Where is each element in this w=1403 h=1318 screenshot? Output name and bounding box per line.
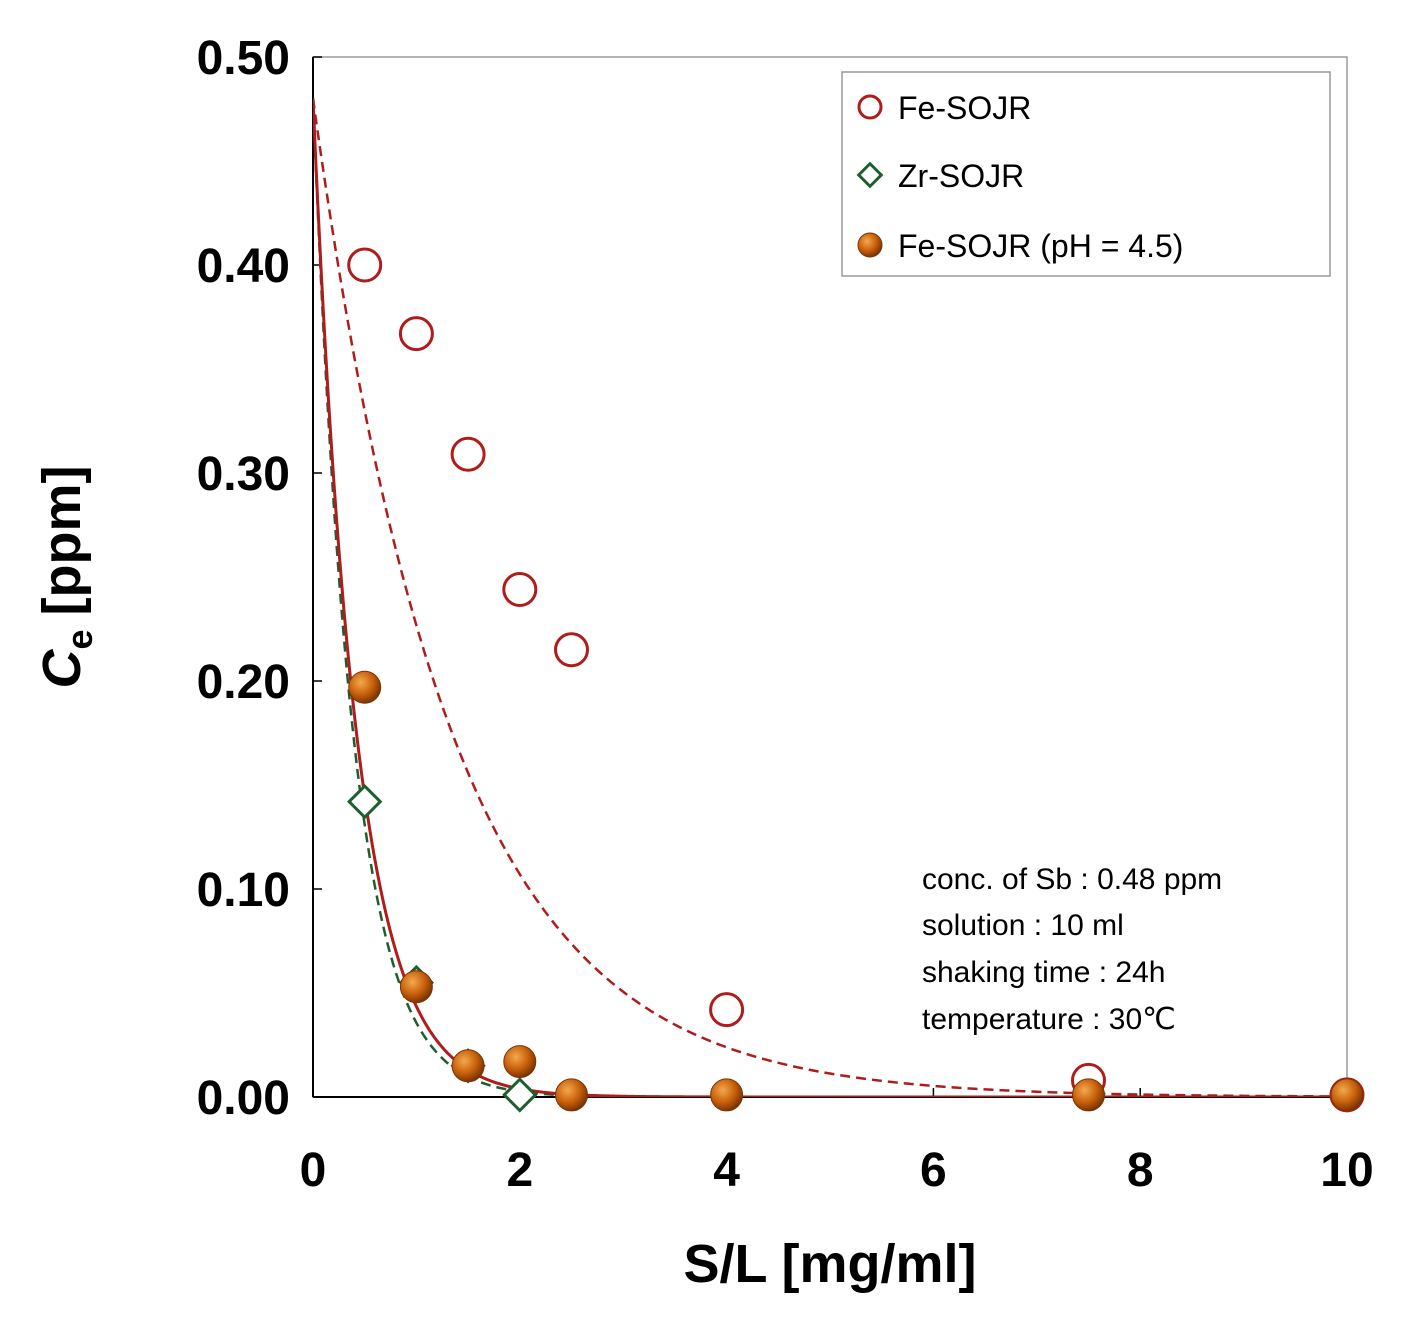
- legend-marker-open-diamond: [856, 161, 884, 189]
- data-point-fe-sojr: [398, 316, 434, 352]
- legend-label: Fe-SOJR: [898, 90, 1031, 126]
- annotation-line: shaking time : 24h: [922, 956, 1165, 989]
- y-axis-title: Ce [ppm]: [32, 466, 100, 689]
- conditions-annotation: conc. of Sb : 0.48 ppm solution : 10 ml …: [922, 863, 1222, 1036]
- data-point-fe-sojr-ph45: [710, 1078, 744, 1112]
- data-point-fe-sojr-ph45: [555, 1078, 588, 1112]
- x-tick-label: 10: [1320, 1144, 1373, 1197]
- legend-marker-filled-circle: [857, 232, 883, 258]
- legend-label: Fe-SOJR (pH = 4.5): [898, 228, 1183, 264]
- y-axis-unit: [ppm]: [32, 466, 92, 616]
- x-tick-label: 0: [300, 1144, 327, 1197]
- x-tick-labels: 0 2 4 6 8 10: [300, 1144, 1374, 1197]
- x-tick-label: 4: [713, 1144, 740, 1197]
- data-point-zr-sojr: [347, 783, 383, 820]
- fit-curve-fe-sojr: [313, 98, 1347, 1097]
- legend: Fe-SOJR Zr-SOJR Fe-SOJR (pH = 4.5): [841, 71, 1331, 277]
- data-point-fe-sojr: [502, 571, 538, 607]
- x-tick-label: 8: [1127, 1144, 1154, 1197]
- annotation-line: conc. of Sb : 0.48 ppm: [922, 863, 1222, 896]
- y-tick-label: 0.00: [197, 1072, 290, 1125]
- data-point-fe-sojr-ph45: [1330, 1078, 1364, 1112]
- fit-curve-fe-sojr-ph45: [313, 98, 1347, 1097]
- annotation-line: temperature : 30℃: [922, 1003, 1176, 1036]
- y-tick-label: 0.10: [197, 864, 290, 917]
- fit-curves: [313, 98, 1347, 1097]
- legend-marker-open-circle: [857, 94, 883, 120]
- y-tick-label: 0.30: [197, 448, 290, 501]
- x-tick-label: 2: [506, 1144, 533, 1197]
- fit-curve-zr-sojr: [313, 98, 1347, 1097]
- y-axis-subscript: e: [59, 629, 100, 649]
- data-markers: [347, 247, 1365, 1113]
- data-point-zr-sojr: [502, 1077, 538, 1113]
- data-point-fe-sojr: [709, 992, 745, 1028]
- y-tick-label: 0.40: [197, 240, 290, 293]
- y-tick-label: 0.50: [197, 32, 290, 85]
- data-point-fe-sojr: [450, 436, 486, 472]
- data-point-fe-sojr-ph45: [1072, 1078, 1105, 1112]
- legend-box: [841, 71, 1331, 277]
- y-axis-symbol: C: [32, 648, 92, 688]
- annotation-line: solution : 10 ml: [922, 909, 1124, 942]
- data-point-fe-sojr: [554, 632, 589, 668]
- y-tick-labels: 0.00 0.10 0.20 0.30 0.40 0.50: [197, 32, 290, 1125]
- data-point-fe-sojr-ph45: [451, 1049, 485, 1083]
- data-point-fe-sojr-ph45: [503, 1045, 537, 1079]
- data-point-fe-sojr-ph45: [399, 970, 433, 1004]
- x-tick-label: 6: [920, 1144, 947, 1197]
- legend-label: Zr-SOJR: [898, 158, 1024, 194]
- data-point-fe-sojr-ph45: [348, 670, 382, 704]
- x-axis-title: S/L [mg/ml]: [683, 1234, 976, 1294]
- y-tick-label: 0.20: [197, 656, 290, 709]
- data-point-fe-sojr: [347, 247, 383, 283]
